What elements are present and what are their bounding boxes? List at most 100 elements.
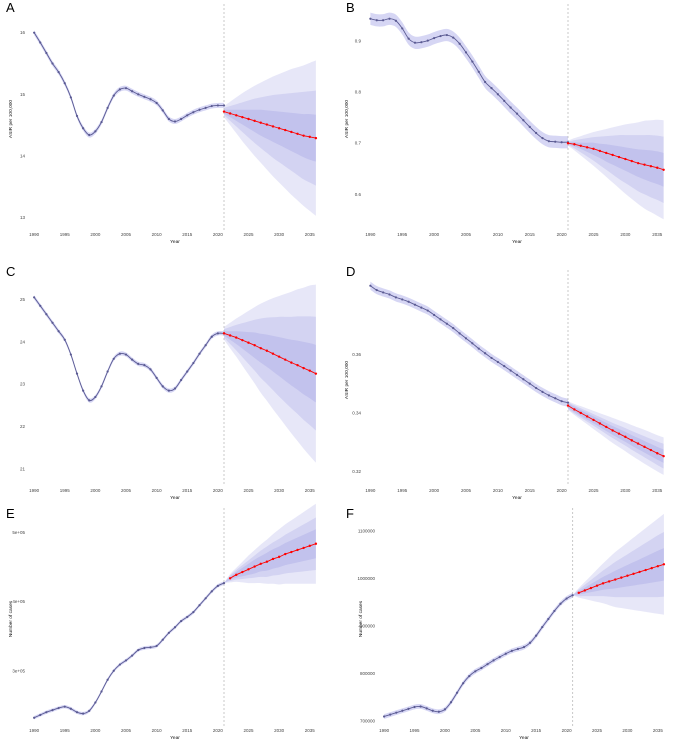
observed-point-2003: [112, 357, 115, 360]
x-tick-label: 2030: [620, 232, 631, 237]
uncertainty-band-2: [224, 517, 316, 584]
observed-point-2019: [554, 397, 557, 400]
observed-point-2016: [192, 111, 195, 114]
y-tick-label: 700000: [360, 719, 376, 724]
uncertainty-band-1: [224, 503, 316, 585]
x-tick-label: 1990: [29, 232, 40, 237]
projected-point-2029: [617, 432, 621, 435]
y-tick-label: 13: [20, 215, 26, 220]
observed-point-2015: [186, 370, 189, 373]
uncertainty-band-1: [572, 513, 664, 615]
x-tick-label: 2010: [152, 728, 163, 733]
x-tick-label: 1995: [60, 232, 71, 237]
observed-point-2001: [100, 690, 103, 693]
observed-point-2016: [192, 361, 195, 365]
x-tick-label: 2035: [305, 232, 316, 237]
x-axis-label: Year: [170, 735, 180, 741]
projected-point-2032: [290, 361, 293, 364]
observed-point-2018: [204, 597, 207, 600]
projected-point-2022: [577, 591, 580, 595]
observed-point-2013: [522, 645, 526, 649]
projected-point-2023: [579, 144, 582, 147]
observed-point-1993: [401, 709, 404, 712]
observed-point-2011: [161, 109, 164, 112]
observed-point-2002: [106, 678, 109, 681]
projected-point-2034: [302, 134, 305, 137]
projected-point-2021: [222, 110, 226, 113]
projected-point-2032: [636, 442, 640, 445]
observed-band: [370, 12, 568, 149]
projected-point-2024: [585, 146, 589, 149]
y-axis-label: ASIR per 100,000: [344, 100, 350, 138]
y-tick-label: 5e+05: [12, 530, 25, 535]
projected-line: [223, 332, 317, 375]
observed-point-1995: [63, 82, 66, 85]
observed-point-1990: [369, 17, 372, 20]
uncertainty-band-2: [568, 135, 664, 203]
uncertainty-band-3: [224, 109, 316, 162]
observed-point-1996: [69, 707, 72, 710]
panel-label-f: F: [346, 506, 354, 521]
x-tick-label: 2000: [429, 488, 440, 493]
projected-point-2024: [241, 570, 244, 574]
projected-point-2024: [589, 586, 593, 590]
x-tick-label: 2010: [152, 232, 163, 237]
observed-point-2007: [137, 93, 140, 96]
x-tick-label: 2010: [493, 488, 504, 493]
observed-point-1993: [51, 321, 54, 324]
projected-point-2031: [284, 552, 287, 556]
y-tick-label: 22: [20, 424, 26, 429]
observed-point-1995: [401, 27, 404, 30]
observed-point-2006: [471, 60, 474, 63]
x-tick-label: 2025: [243, 232, 254, 237]
observed-point-2002: [445, 322, 448, 325]
x-tick-label: 2010: [501, 728, 512, 733]
y-tick-label: 0.8: [355, 90, 362, 95]
projected-point-2030: [277, 355, 281, 358]
observed-point-2010: [496, 93, 499, 96]
observed-band: [34, 30, 224, 138]
projected-point-2034: [650, 566, 653, 570]
observed-point-2011: [503, 99, 506, 102]
x-tick-label: 2025: [243, 488, 254, 493]
observed-point-1994: [407, 707, 410, 710]
observed-point-1992: [45, 711, 48, 714]
observed-point-2006: [480, 666, 483, 670]
observed-point-2005: [124, 353, 128, 356]
observed-point-2012: [509, 369, 512, 372]
x-axis-label: Year: [170, 495, 180, 501]
observed-point-2014: [528, 641, 532, 644]
projected-point-2031: [284, 358, 287, 361]
observed-point-2005: [474, 670, 477, 673]
observed-point-2013: [173, 626, 177, 629]
observed-point-2016: [541, 625, 544, 629]
projected-point-2030: [277, 127, 281, 130]
y-tick-label: 16: [20, 30, 26, 35]
y-tick-label: 0.34: [352, 410, 361, 415]
observed-point-2013: [515, 373, 519, 376]
y-axis-label: ASIR per 100,000: [344, 361, 350, 399]
x-tick-label: 2035: [653, 728, 664, 733]
observed-point-1994: [394, 296, 397, 299]
observed-point-2017: [198, 352, 201, 355]
x-tick-label: 2005: [121, 488, 132, 493]
observed-point-1990: [33, 716, 36, 719]
observed-line: [383, 594, 573, 717]
observed-point-2017: [547, 617, 550, 621]
observed-point-2006: [131, 90, 134, 93]
observed-point-2008: [484, 80, 487, 84]
observed-point-1992: [45, 51, 48, 55]
observed-point-2010: [155, 376, 158, 379]
projected-point-2030: [624, 157, 627, 161]
chart-panel-b: 1990 1995 2000 2005 2010 2015 2020 2025 2030 2035…: [342, 0, 685, 245]
x-tick-label: 2005: [461, 232, 472, 237]
observed-point-2021: [222, 582, 226, 585]
x-tick-label: 1995: [409, 728, 420, 733]
x-tick-label: 2015: [525, 232, 536, 237]
y-tick-label: 14: [20, 154, 26, 159]
observed-point-2001: [100, 120, 103, 124]
x-tick-label: 2035: [652, 232, 663, 237]
projected-point-2026: [253, 344, 256, 347]
chart-panel-f: 1990 1995 2000 2005 2010 2015 2020 2025 2030 2035…: [342, 504, 685, 743]
observed-point-1996: [69, 353, 72, 356]
